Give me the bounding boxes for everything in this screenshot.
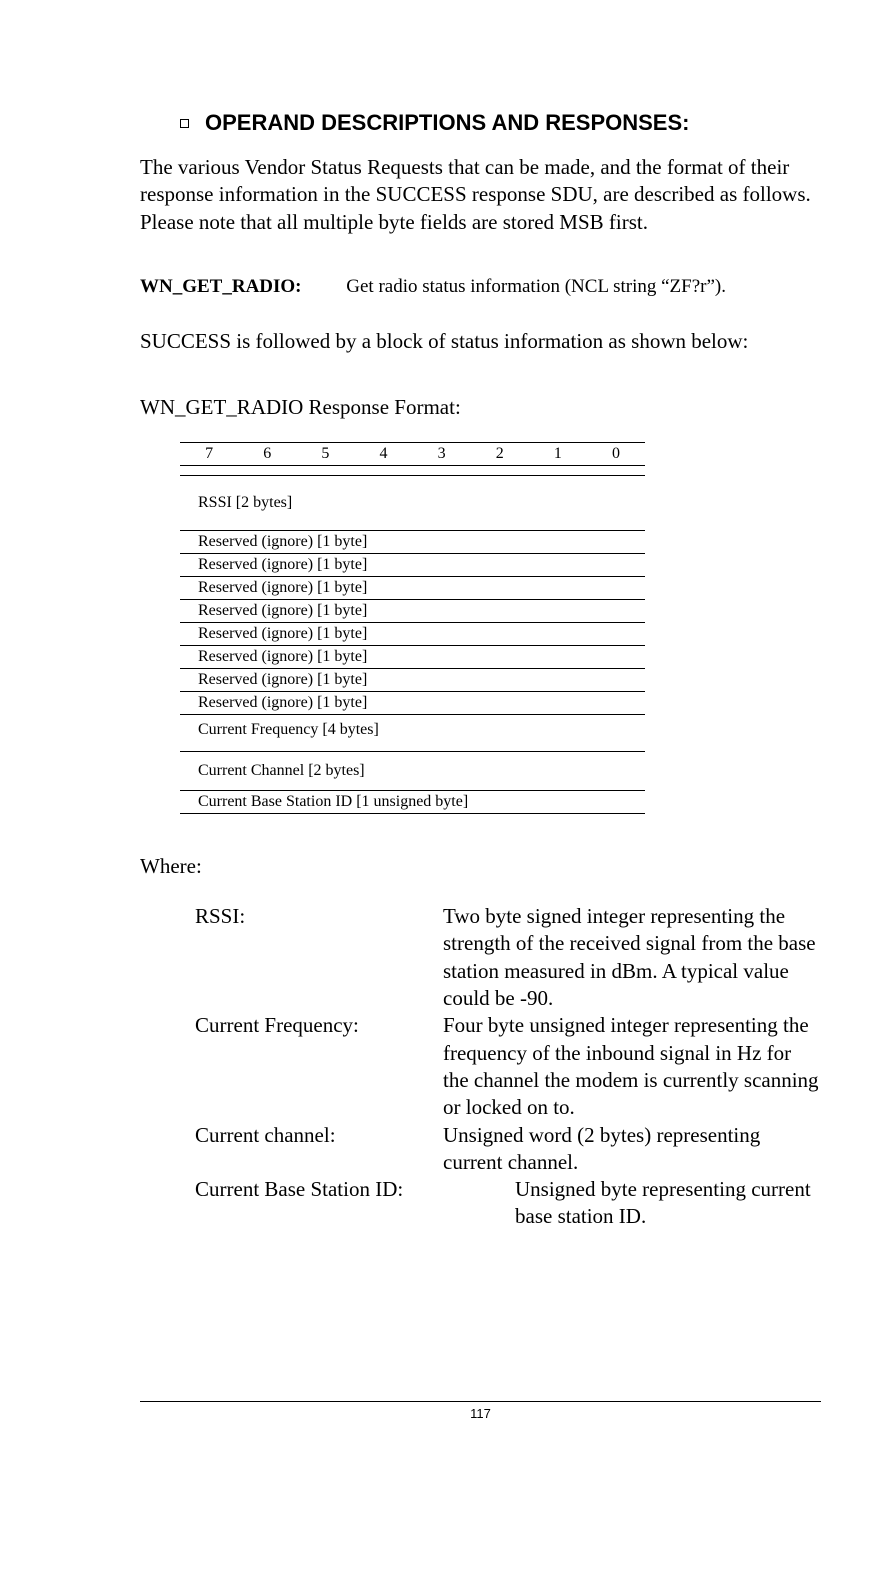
definition-term: Current Frequency: <box>195 1012 443 1121</box>
response-format-table: 7 6 5 4 3 2 1 0 RSSI [2 bytes] Reserved … <box>180 442 645 814</box>
definition-desc: Unsigned byte representing current base … <box>515 1176 821 1231</box>
document-page: OPERAND DESCRIPTIONS AND RESPONSES: The … <box>0 0 871 1461</box>
section-header: OPERAND DESCRIPTIONS AND RESPONSES: <box>180 110 821 136</box>
bit-header-row: 7 6 5 4 3 2 1 0 <box>180 442 645 466</box>
bit-label: 6 <box>238 443 296 465</box>
definition-desc: Four byte unsigned integer representing … <box>443 1012 821 1121</box>
format-title: WN_GET_RADIO Response Format: <box>140 395 821 420</box>
definition-desc: Unsigned word (2 bytes) representing cur… <box>443 1122 821 1177</box>
table-row: Reserved (ignore) [1 byte] <box>180 623 645 646</box>
definition-term: Current Base Station ID: <box>195 1176 515 1231</box>
command-name: WN_GET_RADIO: <box>140 276 302 298</box>
bit-label: 7 <box>180 443 238 465</box>
page-footer: 117 <box>140 1401 821 1421</box>
command-line: WN_GET_RADIO: Get radio status informati… <box>140 276 821 298</box>
table-row: Reserved (ignore) [1 byte] <box>180 531 645 554</box>
page-number: 117 <box>470 1406 491 1421</box>
bit-label: 5 <box>296 443 354 465</box>
where-label: Where: <box>140 854 821 879</box>
definition-row: Current Base Station ID: Unsigned byte r… <box>195 1176 821 1231</box>
bit-label: 1 <box>529 443 587 465</box>
definitions-block: RSSI: Two byte signed integer representi… <box>195 903 821 1231</box>
table-row: Current Frequency [4 bytes] <box>180 715 645 752</box>
table-row: Reserved (ignore) [1 byte] <box>180 554 645 577</box>
success-paragraph: SUCCESS is followed by a block of status… <box>140 328 821 355</box>
table-row: Reserved (ignore) [1 byte] <box>180 646 645 669</box>
table-row: Current Channel [2 bytes] <box>180 752 645 791</box>
bit-label: 0 <box>587 443 645 465</box>
intro-paragraph: The various Vendor Status Requests that … <box>140 154 821 236</box>
definition-row: Current channel: Unsigned word (2 bytes)… <box>195 1122 821 1177</box>
table-row: Reserved (ignore) [1 byte] <box>180 577 645 600</box>
table-row: Reserved (ignore) [1 byte] <box>180 600 645 623</box>
bit-label: 4 <box>354 443 412 465</box>
table-row: Reserved (ignore) [1 byte] <box>180 692 645 715</box>
bit-label: 3 <box>413 443 471 465</box>
command-description: Get radio status information (NCL string… <box>346 276 726 297</box>
definition-term: Current channel: <box>195 1122 443 1177</box>
definition-term: RSSI: <box>195 903 443 1012</box>
table-row: RSSI [2 bytes] <box>180 476 645 531</box>
definition-desc: Two byte signed integer representing the… <box>443 903 821 1012</box>
square-bullet-icon <box>180 119 189 128</box>
table-spacer <box>180 466 645 476</box>
section-title: OPERAND DESCRIPTIONS AND RESPONSES: <box>205 110 689 136</box>
definition-row: Current Frequency: Four byte unsigned in… <box>195 1012 821 1121</box>
table-row: Current Base Station ID [1 unsigned byte… <box>180 791 645 814</box>
table-row: Reserved (ignore) [1 byte] <box>180 669 645 692</box>
definition-row: RSSI: Two byte signed integer representi… <box>195 903 821 1012</box>
bit-label: 2 <box>471 443 529 465</box>
